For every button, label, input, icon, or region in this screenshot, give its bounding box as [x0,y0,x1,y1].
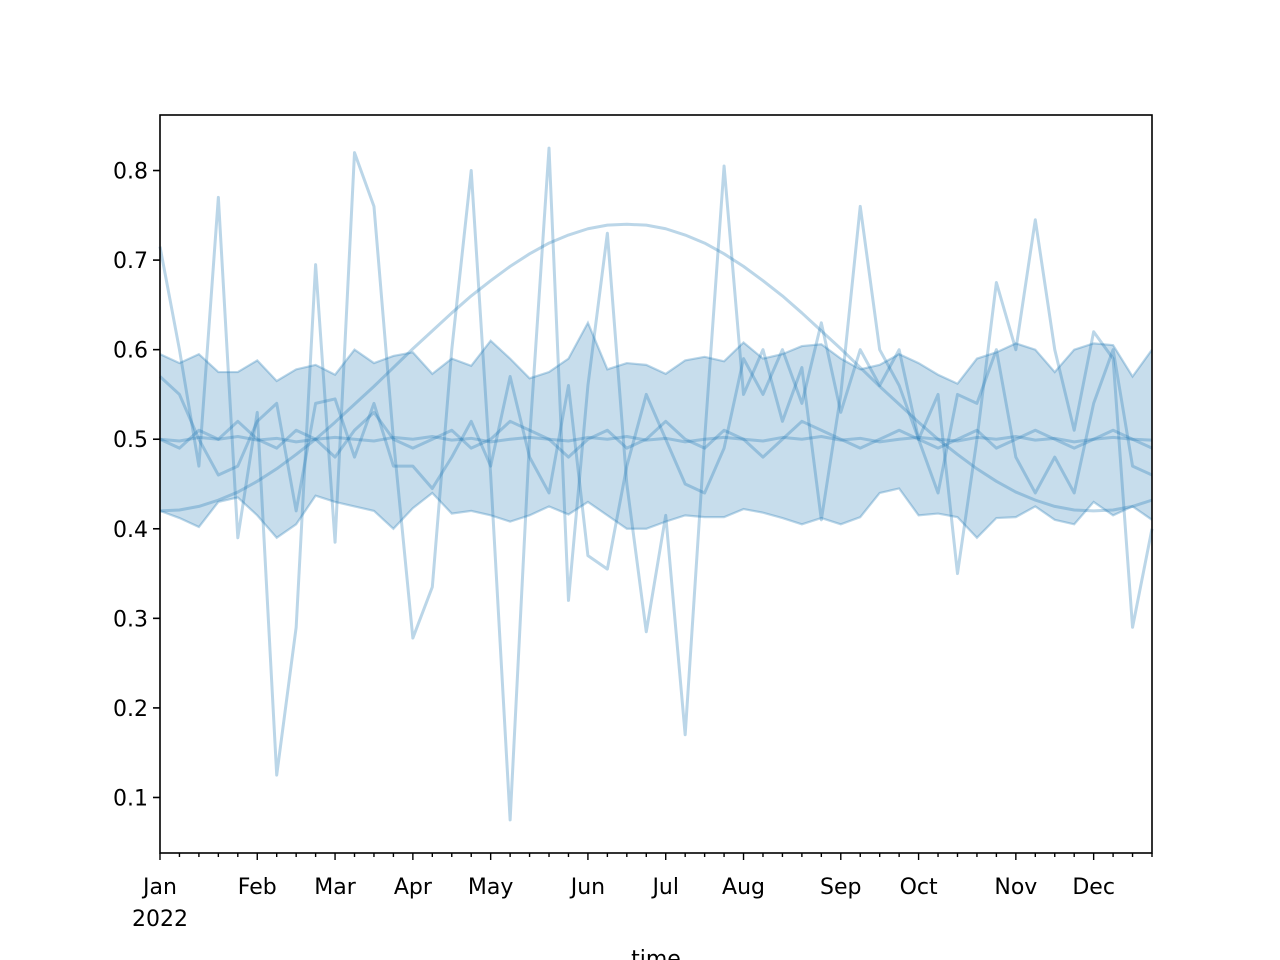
y-tick-label: 0.5 [113,428,148,453]
series-line [159,410,1153,459]
y-tick-label: 0.7 [113,249,148,274]
x-tick-label: Nov [994,875,1037,900]
x-tick-label: Mar [314,875,356,900]
y-tick-label: 0.1 [113,786,148,811]
y-tick-label: 0.2 [113,697,148,722]
y-tick-label: 0.6 [113,339,148,364]
year-label: 2022 [132,907,188,932]
series-line [159,435,1153,444]
x-tick-label: Oct [900,875,938,900]
y-tick-label: 0.8 [113,160,148,185]
x-tick-label: May [468,875,513,900]
x-tick-label: Feb [238,875,277,900]
band-fill [160,322,1152,538]
x-tick-label: Dec [1072,875,1115,900]
x-tick-label: Jul [650,875,679,900]
series-line [158,146,1154,822]
x-tick-label: Apr [394,875,433,900]
x-tick-label: Sep [820,875,861,900]
plot-frame [159,114,1153,854]
series-line [159,222,1153,513]
x-tick-label: Jan [141,875,177,900]
band-edge [159,320,1153,386]
x-tick-label: Aug [722,875,765,900]
series-line [158,321,1153,571]
band-edge [159,487,1153,540]
x-axis-label: time [631,947,681,960]
y-tick-label: 0.3 [113,607,148,632]
y-tick-label: 0.4 [113,518,148,543]
x-tick-label: Jun [569,875,605,900]
